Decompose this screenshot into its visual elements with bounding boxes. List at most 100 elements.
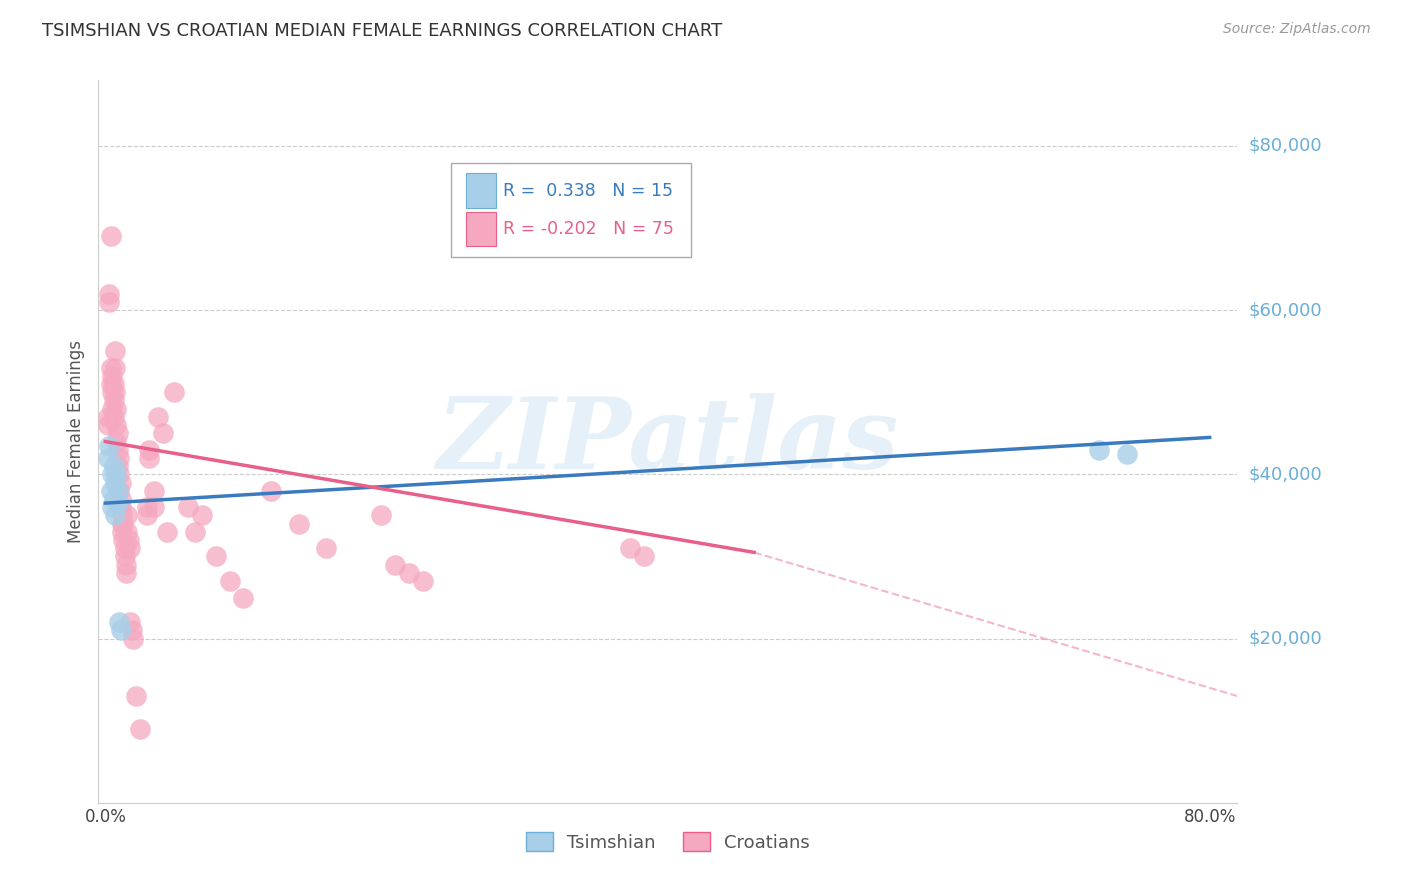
- Point: [232, 591, 254, 605]
- Point: [142, 483, 165, 498]
- Point: [146, 409, 169, 424]
- Point: [120, 615, 142, 630]
- Point: [112, 533, 135, 547]
- Y-axis label: Median Female Earnings: Median Female Earnings: [66, 340, 84, 543]
- FancyBboxPatch shape: [467, 211, 496, 246]
- Text: $60,000: $60,000: [1249, 301, 1322, 319]
- Point: [287, 516, 309, 531]
- Point: [110, 491, 132, 506]
- Point: [107, 496, 129, 510]
- Legend: Tsimshian, Croatians: Tsimshian, Croatians: [519, 825, 817, 859]
- Point: [114, 549, 136, 564]
- Point: [100, 483, 122, 498]
- Point: [135, 500, 157, 515]
- Point: [370, 508, 392, 523]
- Point: [98, 295, 121, 310]
- Point: [619, 541, 641, 556]
- Point: [117, 508, 139, 523]
- Point: [218, 574, 240, 588]
- Point: [184, 524, 207, 539]
- Point: [103, 377, 125, 392]
- Point: [97, 409, 120, 424]
- Text: TSIMSHIAN VS CROATIAN MEDIAN FEMALE EARNINGS CORRELATION CHART: TSIMSHIAN VS CROATIAN MEDIAN FEMALE EARN…: [42, 22, 723, 40]
- Point: [101, 500, 124, 515]
- Point: [103, 459, 125, 474]
- Point: [101, 401, 124, 416]
- Point: [315, 541, 337, 556]
- Point: [108, 467, 131, 482]
- FancyBboxPatch shape: [467, 173, 496, 208]
- Point: [110, 624, 132, 638]
- Point: [100, 229, 122, 244]
- Text: R = -0.202   N = 75: R = -0.202 N = 75: [503, 220, 673, 238]
- Point: [98, 286, 121, 301]
- Point: [114, 541, 136, 556]
- Point: [118, 533, 141, 547]
- FancyBboxPatch shape: [451, 163, 690, 257]
- Point: [1115, 447, 1137, 461]
- Point: [152, 426, 174, 441]
- Point: [100, 360, 122, 375]
- Point: [111, 508, 134, 523]
- Point: [107, 483, 129, 498]
- Point: [142, 500, 165, 515]
- Point: [122, 632, 145, 646]
- Point: [105, 401, 128, 416]
- Point: [412, 574, 434, 588]
- Text: Source: ZipAtlas.com: Source: ZipAtlas.com: [1223, 22, 1371, 37]
- Point: [105, 467, 128, 482]
- Point: [121, 624, 143, 638]
- Point: [156, 524, 179, 539]
- Point: [112, 516, 135, 531]
- Point: [100, 377, 122, 392]
- Point: [104, 360, 127, 375]
- Text: R =  0.338   N = 15: R = 0.338 N = 15: [503, 182, 672, 200]
- Point: [104, 508, 127, 523]
- Point: [97, 418, 120, 433]
- Point: [125, 689, 148, 703]
- Point: [204, 549, 226, 564]
- Point: [104, 344, 127, 359]
- Point: [101, 385, 124, 400]
- Point: [163, 385, 186, 400]
- Point: [138, 450, 160, 465]
- Point: [104, 385, 127, 400]
- Point: [191, 508, 214, 523]
- Point: [98, 439, 121, 453]
- Point: [128, 722, 150, 736]
- Point: [633, 549, 655, 564]
- Point: [101, 467, 124, 482]
- Point: [135, 508, 157, 523]
- Point: [111, 516, 134, 531]
- Point: [97, 450, 120, 465]
- Point: [177, 500, 200, 515]
- Point: [260, 483, 283, 498]
- Point: [105, 434, 128, 449]
- Point: [110, 475, 132, 490]
- Point: [101, 368, 124, 383]
- Point: [107, 426, 129, 441]
- Point: [384, 558, 406, 572]
- Text: ZIPatlas: ZIPatlas: [437, 393, 898, 490]
- Point: [107, 459, 129, 474]
- Point: [111, 524, 134, 539]
- Point: [108, 450, 131, 465]
- Text: $40,000: $40,000: [1249, 466, 1322, 483]
- Point: [105, 418, 128, 433]
- Point: [138, 442, 160, 457]
- Point: [103, 393, 125, 408]
- Text: $80,000: $80,000: [1249, 137, 1322, 155]
- Point: [120, 541, 142, 556]
- Point: [107, 442, 129, 457]
- Point: [117, 524, 139, 539]
- Point: [1088, 442, 1111, 457]
- Point: [108, 615, 131, 630]
- Point: [103, 491, 125, 506]
- Point: [115, 566, 138, 580]
- Point: [103, 409, 125, 424]
- Point: [110, 500, 132, 515]
- Point: [104, 475, 127, 490]
- Point: [398, 566, 420, 580]
- Point: [115, 558, 138, 572]
- Text: $20,000: $20,000: [1249, 630, 1322, 648]
